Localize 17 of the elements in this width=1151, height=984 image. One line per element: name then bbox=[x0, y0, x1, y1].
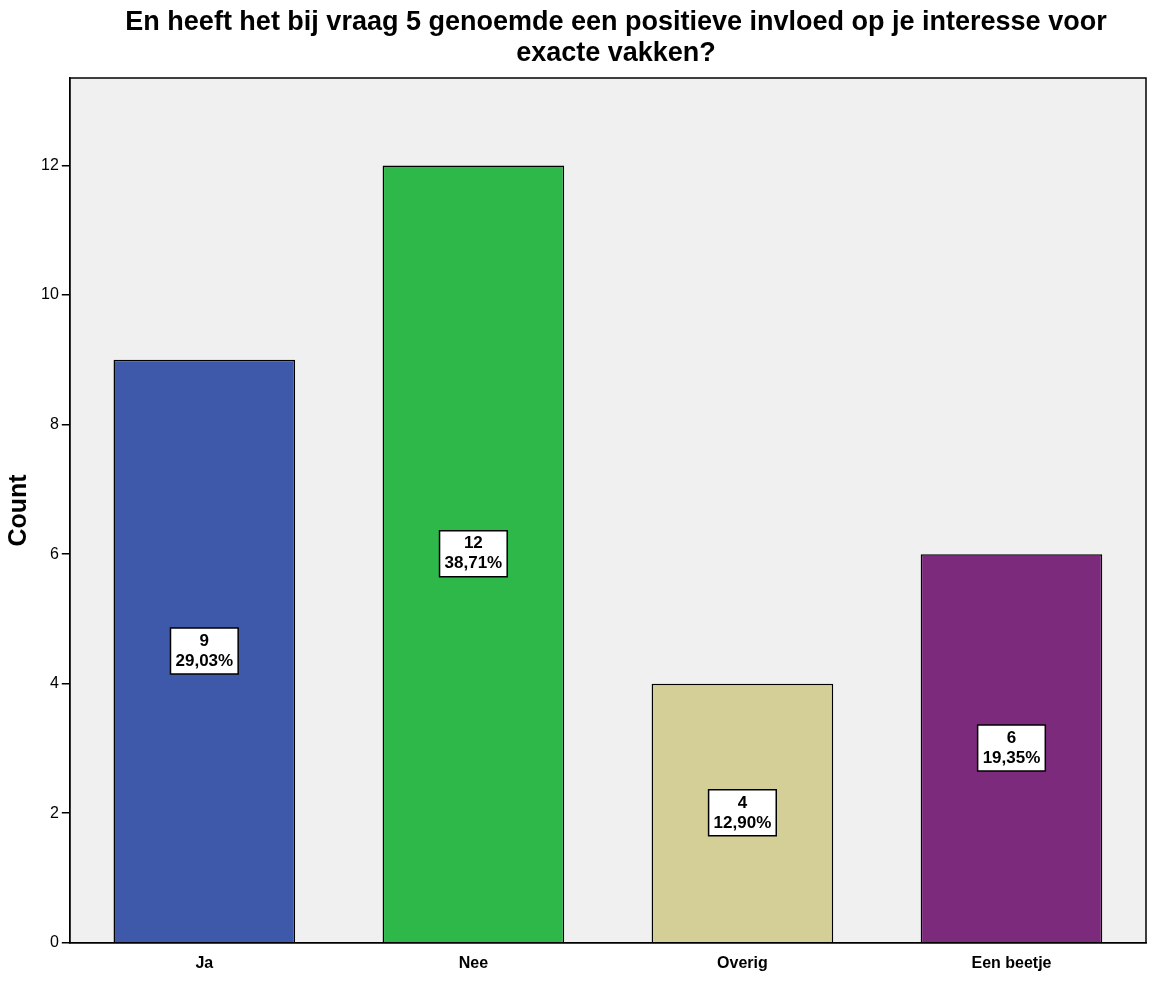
data-label: 4 12,90% bbox=[713, 792, 772, 832]
y-tick-label: 10 bbox=[41, 285, 59, 303]
x-tick-label: Nee bbox=[458, 953, 489, 971]
y-tick-label: 4 bbox=[49, 674, 59, 692]
y-tick-label: 8 bbox=[49, 414, 59, 432]
data-label: 9 29,03% bbox=[175, 630, 234, 670]
x-tick-label: Ja bbox=[195, 953, 214, 971]
chart-title: En heeft het bij vraag 5 genoemde een positieve invloed op je interesse voor exacte vakken? bbox=[124, 6, 1108, 68]
x-tick-label: Overig bbox=[717, 953, 768, 971]
y-tick-label: 0 bbox=[49, 933, 59, 951]
y-tick-label: 6 bbox=[49, 544, 59, 562]
data-label: 12 38,71% bbox=[444, 533, 503, 573]
y-tick-label: 2 bbox=[49, 803, 59, 821]
y-tick-label: 12 bbox=[41, 155, 59, 173]
x-tick-label: Een beetje bbox=[971, 953, 1052, 971]
data-label: 6 19,35% bbox=[982, 727, 1041, 767]
y-axis-title: Count bbox=[2, 473, 31, 547]
